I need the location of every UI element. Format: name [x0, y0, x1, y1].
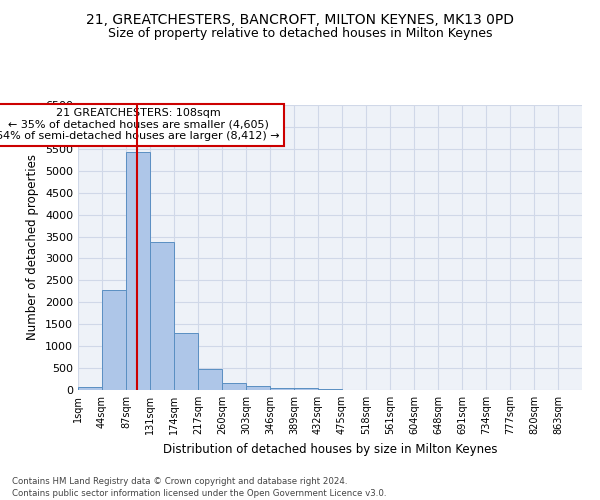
Text: 21, GREATCHESTERS, BANCROFT, MILTON KEYNES, MK13 0PD: 21, GREATCHESTERS, BANCROFT, MILTON KEYN…: [86, 12, 514, 26]
Bar: [150, 242, 174, 390]
Text: Size of property relative to detached houses in Milton Keynes: Size of property relative to detached ho…: [108, 28, 492, 40]
Bar: [78, 387, 102, 390]
Text: Contains public sector information licensed under the Open Government Licence v3: Contains public sector information licen…: [12, 489, 386, 498]
Y-axis label: Number of detached properties: Number of detached properties: [26, 154, 40, 340]
Bar: [174, 332, 198, 390]
Bar: [222, 383, 246, 390]
Bar: [126, 152, 150, 390]
Bar: [246, 386, 270, 390]
Bar: [318, 389, 342, 390]
Bar: [270, 388, 294, 390]
Text: 21 GREATCHESTERS: 108sqm
← 35% of detached houses are smaller (4,605)
64% of sem: 21 GREATCHESTERS: 108sqm ← 35% of detach…: [0, 108, 280, 142]
Bar: [102, 290, 126, 390]
Bar: [294, 388, 318, 390]
Text: Distribution of detached houses by size in Milton Keynes: Distribution of detached houses by size …: [163, 442, 497, 456]
Text: Contains HM Land Registry data © Crown copyright and database right 2024.: Contains HM Land Registry data © Crown c…: [12, 478, 347, 486]
Bar: [198, 369, 222, 390]
